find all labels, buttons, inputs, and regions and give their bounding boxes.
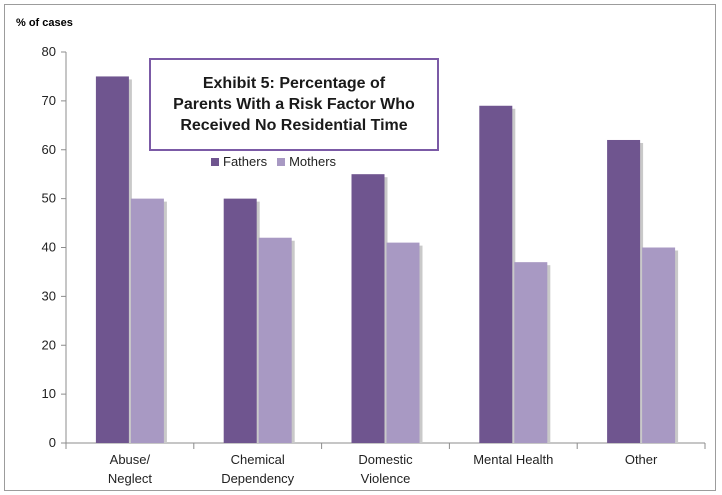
bar-mothers-1 <box>258 237 292 443</box>
bar-layer <box>95 76 679 443</box>
bar-mothers-0 <box>130 198 164 443</box>
legend-item-fathers: Fathers <box>211 154 267 169</box>
x-category-label: Mental Health <box>473 452 553 467</box>
bar-fathers-3 <box>479 105 513 443</box>
x-category-label: Abuse/Neglect <box>108 452 152 486</box>
bar-fathers-0 <box>95 76 129 443</box>
chart-title: Exhibit 5: Percentage of Parents With a … <box>173 75 415 134</box>
legend: Fathers Mothers <box>211 154 346 169</box>
x-category-label: Chemical Dependency <box>221 452 294 486</box>
y-tick-label: 60 <box>42 142 56 157</box>
bar-mothers-3 <box>514 262 548 443</box>
y-tick-label: 10 <box>42 386 56 401</box>
chart-title-box: Exhibit 5: Percentage of Parents With a … <box>149 58 439 151</box>
y-tick-label: 50 <box>42 191 56 206</box>
y-tick-label: 40 <box>42 240 56 255</box>
y-tick-label: 80 <box>42 44 56 59</box>
legend-item-mothers: Mothers <box>277 154 336 169</box>
x-category-label: Domestic Violence <box>358 452 413 486</box>
y-tick-label: 70 <box>42 93 56 108</box>
x-category-label: Other <box>625 452 658 467</box>
axis-layer: 0 10 20 30 40 50 60 70 80 Abuse/Neglect Chemical De… <box>42 44 706 486</box>
bar-fathers-1 <box>223 198 257 443</box>
legend-label-fathers: Fathers <box>223 154 268 169</box>
y-axis-label: % of cases <box>16 17 73 29</box>
legend-label-mothers: Mothers <box>289 154 337 169</box>
y-tick-label: 20 <box>42 337 56 352</box>
y-tick-label: 0 <box>49 435 56 450</box>
legend-swatch-mothers <box>277 157 286 166</box>
bar-fathers-4 <box>607 139 641 443</box>
y-tick-label: 30 <box>42 288 56 303</box>
bar-mothers-2 <box>386 242 420 443</box>
bar-mothers-4 <box>642 247 676 443</box>
legend-swatch-fathers <box>211 157 219 166</box>
bar-fathers-2 <box>351 174 385 443</box>
